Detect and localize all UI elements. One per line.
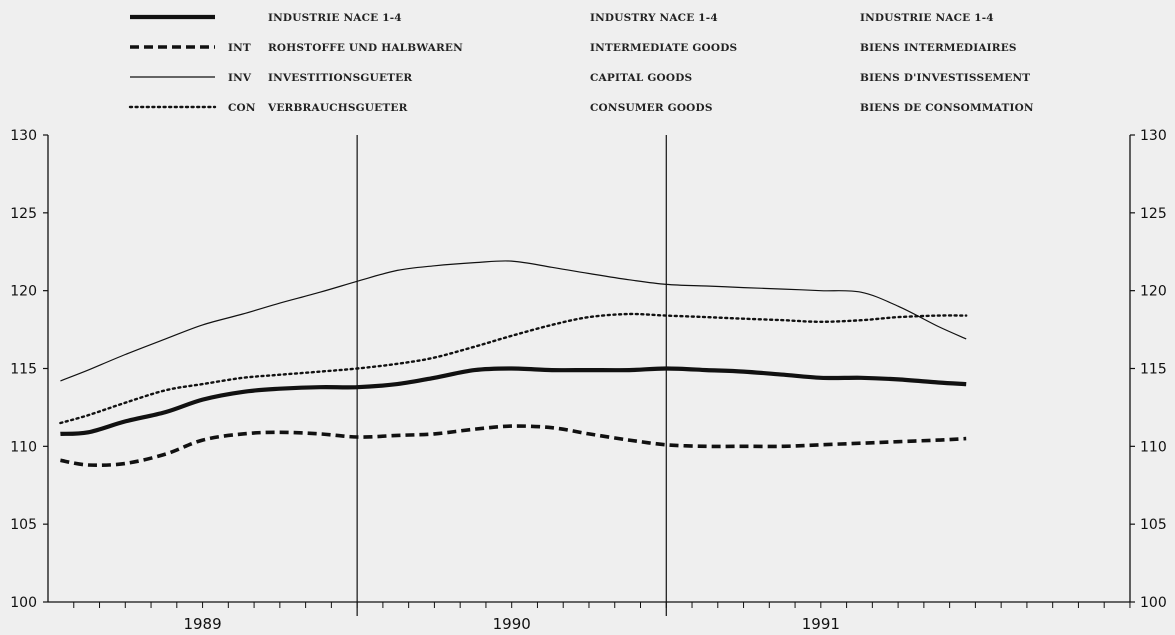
x-year-label: 1989 [183, 615, 221, 633]
y-tick-label-right: 130 [1140, 128, 1167, 144]
y-tick-label-right: 120 [1140, 284, 1167, 300]
legend: INDUSTRIE NACE 1-4 INDUSTRY NACE 1-4 INDUS… [128, 12, 1034, 114]
legend-label-de: INDUSTRIE NACE 1-4 [268, 12, 402, 24]
y-tick-label-left: 100 [10, 595, 37, 611]
legend-label-fr: INDUSTRIE NACE 1-4 [860, 12, 994, 24]
axes: 100 100 105 105 110 110 115 115 120 120 125 125 130 1… [10, 128, 1166, 633]
legend-code: INV [228, 72, 252, 84]
legend-code: CON [228, 102, 256, 114]
y-tick-label-left: 120 [10, 284, 37, 300]
y-tick-label-right: 105 [1140, 517, 1167, 533]
y-tick-label-right: 115 [1140, 362, 1167, 378]
y-tick-label-right: 110 [1140, 439, 1167, 455]
y-tick-label-left: 130 [10, 128, 37, 144]
legend-label-en: INTERMEDIATE GOODS [590, 42, 737, 54]
y-tick-label-right: 125 [1140, 206, 1167, 222]
x-year-label: 1991 [802, 615, 840, 633]
legend-label-fr: BIENS D'INVESTISSEMENT [860, 72, 1030, 84]
series-line-inv [60, 260, 967, 382]
legend-label-de: INVESTITIONSGUETER [268, 72, 412, 84]
y-tick-label-left: 105 [10, 517, 37, 533]
y-tick-label-left: 115 [10, 362, 37, 378]
series-line-con [59, 312, 968, 425]
y-tick-label-left: 110 [10, 439, 37, 455]
legend-label-en: INDUSTRY NACE 1-4 [590, 12, 718, 24]
y-tick-label-right: 100 [1140, 595, 1167, 611]
legend-code: INT [228, 42, 251, 54]
series-lines [59, 260, 968, 468]
legend-label-en: CAPITAL GOODS [590, 72, 692, 84]
legend-label-de: ROHSTOFFE UND HALBWAREN [268, 42, 463, 54]
x-year-label: 1990 [493, 615, 531, 633]
series-line-ind [60, 366, 967, 436]
legend-label-en: CONSUMER GOODS [590, 102, 713, 114]
legend-label-fr: BIENS DE CONSOMMATION [860, 102, 1034, 114]
legend-label-fr: BIENS INTERMEDIAIRES [860, 42, 1017, 54]
y-tick-label-left: 125 [10, 206, 37, 222]
series-line-int [60, 424, 967, 468]
legend-label-de: VERBRAUCHSGUETER [267, 102, 408, 114]
